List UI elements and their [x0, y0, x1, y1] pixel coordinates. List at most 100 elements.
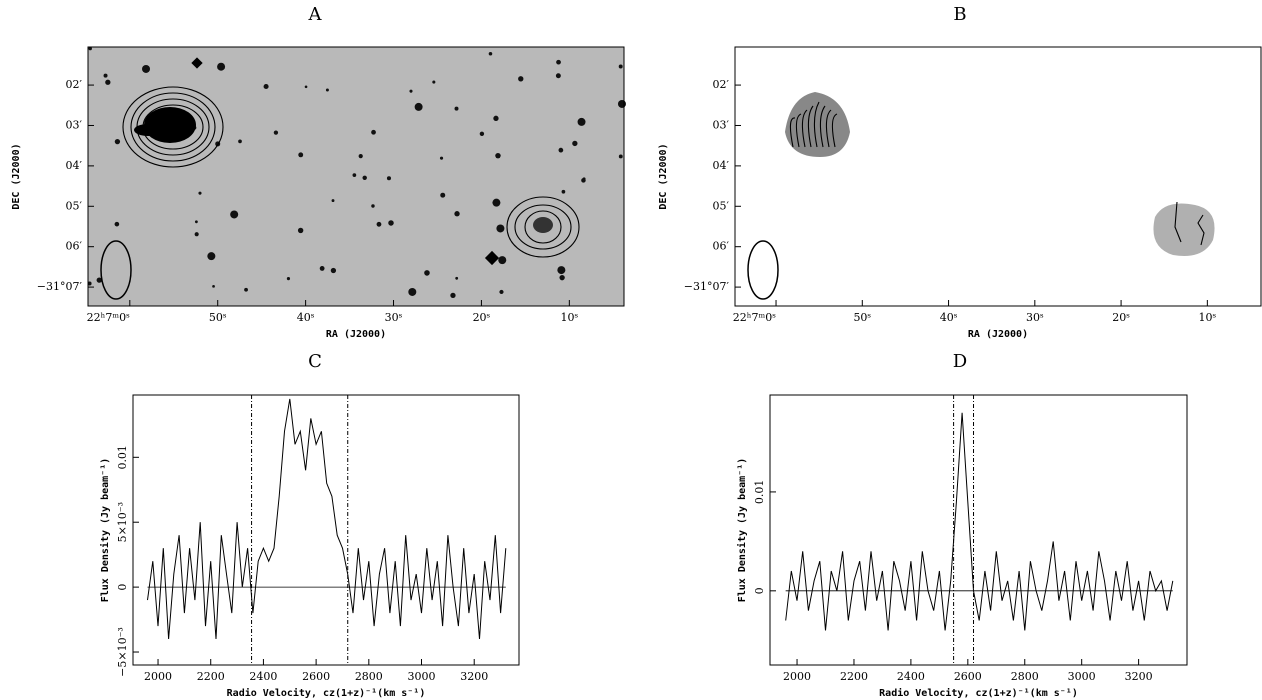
star: [96, 277, 102, 283]
panel-title: C: [308, 351, 322, 372]
star: [555, 73, 561, 79]
star: [450, 292, 456, 299]
contour: [807, 105, 814, 148]
y-tick-label: 0: [753, 587, 766, 594]
star: [440, 192, 446, 198]
x-tick-label: 20ˢ: [1112, 311, 1130, 324]
x-tick-label: 2400: [897, 670, 925, 683]
star: [559, 274, 565, 281]
contour: [795, 113, 802, 148]
star: [331, 199, 335, 202]
star: [455, 276, 459, 280]
star: [561, 189, 566, 194]
x-axis-label: RA (J2000): [326, 329, 386, 340]
x-tick-label: 30ˢ: [1026, 311, 1044, 324]
x-tick-label: 20ˢ: [473, 311, 491, 324]
x-tick-label: 2600: [954, 670, 982, 683]
star: [194, 232, 199, 237]
y-tick-label: 02′: [713, 78, 730, 91]
star: [557, 266, 566, 275]
y-tick-label: 05′: [713, 199, 730, 212]
star: [409, 89, 413, 93]
x-axis-label: Radio Velocity, cz(1+z)⁻¹(km s⁻¹): [879, 687, 1078, 699]
star: [103, 73, 108, 78]
panel-title: A: [308, 4, 323, 25]
panel-title: D: [953, 351, 967, 372]
star: [582, 177, 586, 181]
star: [386, 176, 392, 181]
y-tick-label: 0.01: [753, 480, 766, 505]
contour: [524, 210, 562, 244]
beam: [100, 240, 132, 300]
y-tick-label: 5×10⁻³: [116, 502, 129, 542]
x-tick-label: 2200: [197, 670, 225, 683]
contour: [136, 98, 210, 156]
y-tick-label: 04′: [713, 159, 730, 172]
star: [230, 210, 239, 219]
y-axis-label: Flux Density (Jy beam⁻¹): [736, 458, 748, 603]
star: [298, 152, 304, 158]
x-tick-label: 2400: [249, 670, 277, 683]
star: [325, 88, 329, 92]
star: [371, 204, 375, 208]
y-axis-label: DEC (J2000): [11, 143, 22, 209]
y-tick-label: 02′: [66, 78, 83, 91]
star: [439, 156, 444, 160]
star: [238, 139, 242, 144]
x-tick-label: 3000: [1068, 670, 1096, 683]
star: [212, 284, 215, 288]
y-tick-label: 06′: [713, 240, 730, 253]
star: [352, 173, 357, 178]
x-tick-label: 2800: [355, 670, 383, 683]
axes-frame: [132, 394, 520, 666]
contour: [1174, 201, 1182, 243]
bright-star: [484, 250, 500, 266]
y-tick-label: 04′: [66, 159, 83, 172]
star: [499, 289, 504, 295]
x-tick-label: 22ʰ7ᵐ0ˢ: [87, 311, 130, 324]
contour: [122, 86, 224, 168]
star: [330, 267, 337, 274]
x-tick-label: 3200: [1125, 670, 1153, 683]
star: [454, 106, 459, 111]
contour: [142, 104, 204, 150]
contour: [514, 204, 572, 250]
star: [105, 79, 111, 85]
star: [577, 117, 586, 126]
x-tick-label: 2800: [1011, 670, 1039, 683]
star: [273, 130, 279, 135]
star: [388, 220, 394, 226]
axes-frame: [87, 46, 625, 307]
contour: [801, 109, 808, 148]
star: [432, 80, 436, 84]
star: [286, 277, 291, 281]
beam: [747, 240, 779, 300]
star: [495, 152, 501, 159]
hi-emission: [785, 92, 850, 157]
star: [617, 99, 626, 108]
star: [492, 198, 501, 207]
star: [114, 221, 120, 227]
spectrum-line: [147, 398, 507, 640]
star: [198, 191, 202, 195]
star: [618, 154, 623, 159]
y-axis-label: Flux Density (Jy beam⁻¹): [99, 458, 111, 603]
panel-title: B: [953, 4, 966, 25]
star: [217, 62, 226, 71]
contour: [506, 196, 580, 258]
x-tick-label: 40ˢ: [297, 311, 315, 324]
y-tick-label: −31°07′: [684, 280, 730, 293]
contour: [813, 101, 820, 148]
star: [408, 287, 417, 296]
contour: [130, 92, 216, 162]
star: [558, 147, 564, 153]
y-tick-label: 0.01: [116, 445, 129, 470]
y-tick-label: 06′: [66, 240, 83, 253]
star: [496, 224, 505, 233]
star: [424, 270, 430, 276]
contour: [789, 117, 796, 148]
x-tick-label: 3200: [460, 670, 488, 683]
axes-frame: [769, 394, 1188, 666]
